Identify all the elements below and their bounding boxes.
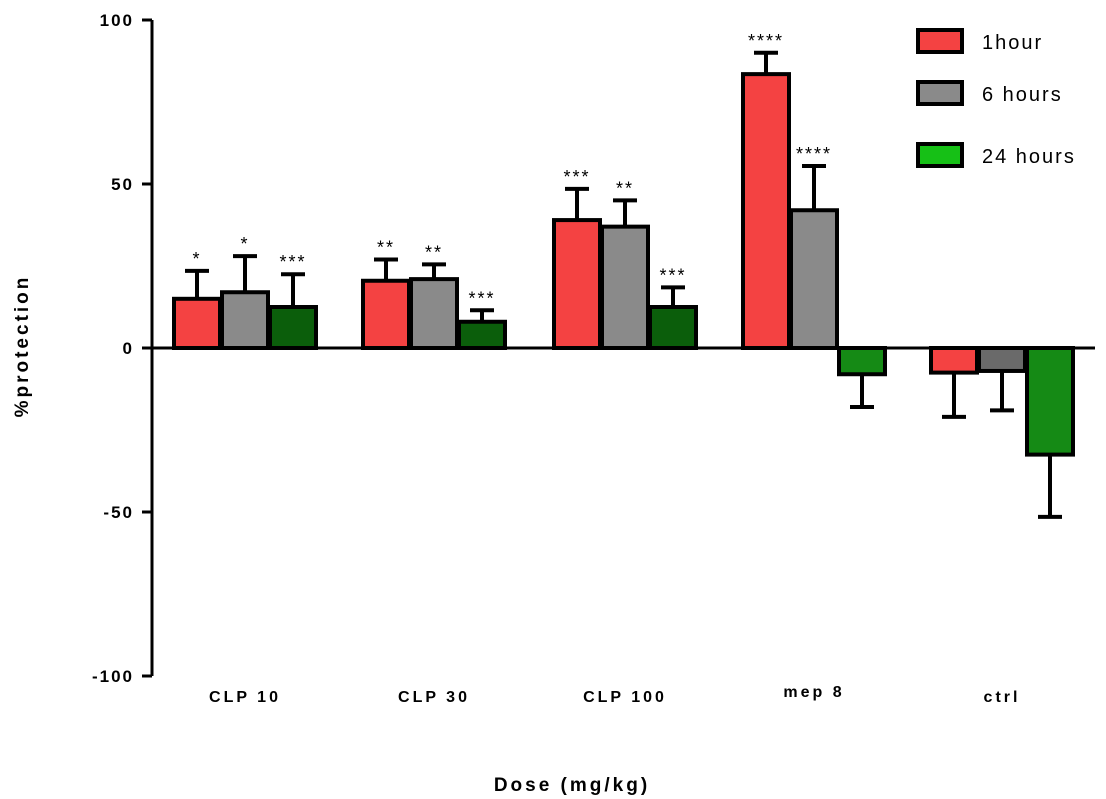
bar <box>409 277 459 350</box>
legend-label: 24 hours <box>982 146 1076 168</box>
significance-label: **** <box>796 144 832 164</box>
bar <box>457 319 507 351</box>
x-axis-title: Dose (mg/kg) <box>494 775 650 796</box>
bar <box>600 224 650 350</box>
bar <box>929 346 979 375</box>
legend-swatch <box>916 80 964 106</box>
x-category-label: CLP 100 <box>583 689 667 706</box>
x-category-label: CLP 10 <box>209 689 281 706</box>
x-category-label: ctrl <box>984 689 1021 706</box>
significance-label: *** <box>563 167 590 187</box>
bar <box>172 296 222 350</box>
y-axis-title: %protection <box>12 275 33 418</box>
legend-label: 6 hours <box>982 84 1063 106</box>
significance-label: ** <box>616 178 634 198</box>
bar <box>789 208 839 350</box>
legend-swatch <box>916 142 964 168</box>
y-tick-label: 50 <box>111 175 134 194</box>
x-category-label: CLP 30 <box>398 689 470 706</box>
bar <box>741 72 791 351</box>
legend-label: 1hour <box>982 32 1043 54</box>
bar <box>837 346 887 377</box>
bar <box>268 305 318 350</box>
y-tick-label: 0 <box>123 339 134 358</box>
significance-label: ** <box>377 237 395 257</box>
significance-label: *** <box>468 288 495 308</box>
bar <box>977 346 1027 373</box>
significance-label: *** <box>659 265 686 285</box>
bar <box>552 218 602 350</box>
significance-label: * <box>192 249 201 269</box>
y-tick-label: -50 <box>103 503 134 522</box>
bar <box>1025 346 1075 457</box>
legend-swatch <box>916 28 964 54</box>
x-category-label: mep 8 <box>783 684 844 701</box>
significance-label: **** <box>748 31 784 51</box>
significance-label: ** <box>425 242 443 262</box>
significance-label: * <box>240 234 249 254</box>
y-tick-label: 100 <box>100 11 134 30</box>
significance-label: *** <box>279 252 306 272</box>
bar <box>648 305 698 350</box>
y-tick-label: -100 <box>92 667 134 686</box>
bar <box>361 278 411 351</box>
bar <box>220 290 270 350</box>
